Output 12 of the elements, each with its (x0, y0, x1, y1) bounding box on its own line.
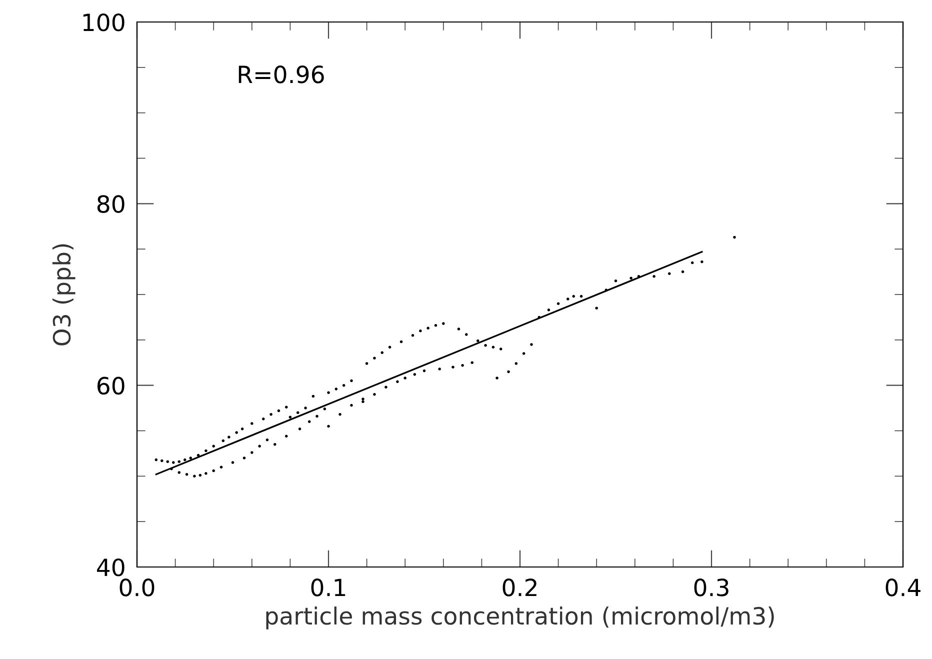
x-axis-title: particle mass concentration (micromol/m3) (266, 606, 774, 630)
y-tick-label: 100 (83, 13, 124, 32)
x-tick-label: 0.3 (694, 578, 728, 596)
x-tick-label: 0.0 (120, 578, 154, 596)
x-tick-label: 0.2 (502, 578, 536, 596)
y-tick-label: 60 (97, 376, 124, 395)
y-tick-label: 40 (97, 558, 124, 576)
y-tick-label: 80 (97, 195, 124, 213)
x-tick-label: 0.4 (886, 578, 920, 596)
annotation: R=0.96 (238, 65, 324, 84)
x-tick-label: 0.1 (311, 578, 346, 596)
y-axis-title: O3 (ppb) (52, 244, 76, 346)
